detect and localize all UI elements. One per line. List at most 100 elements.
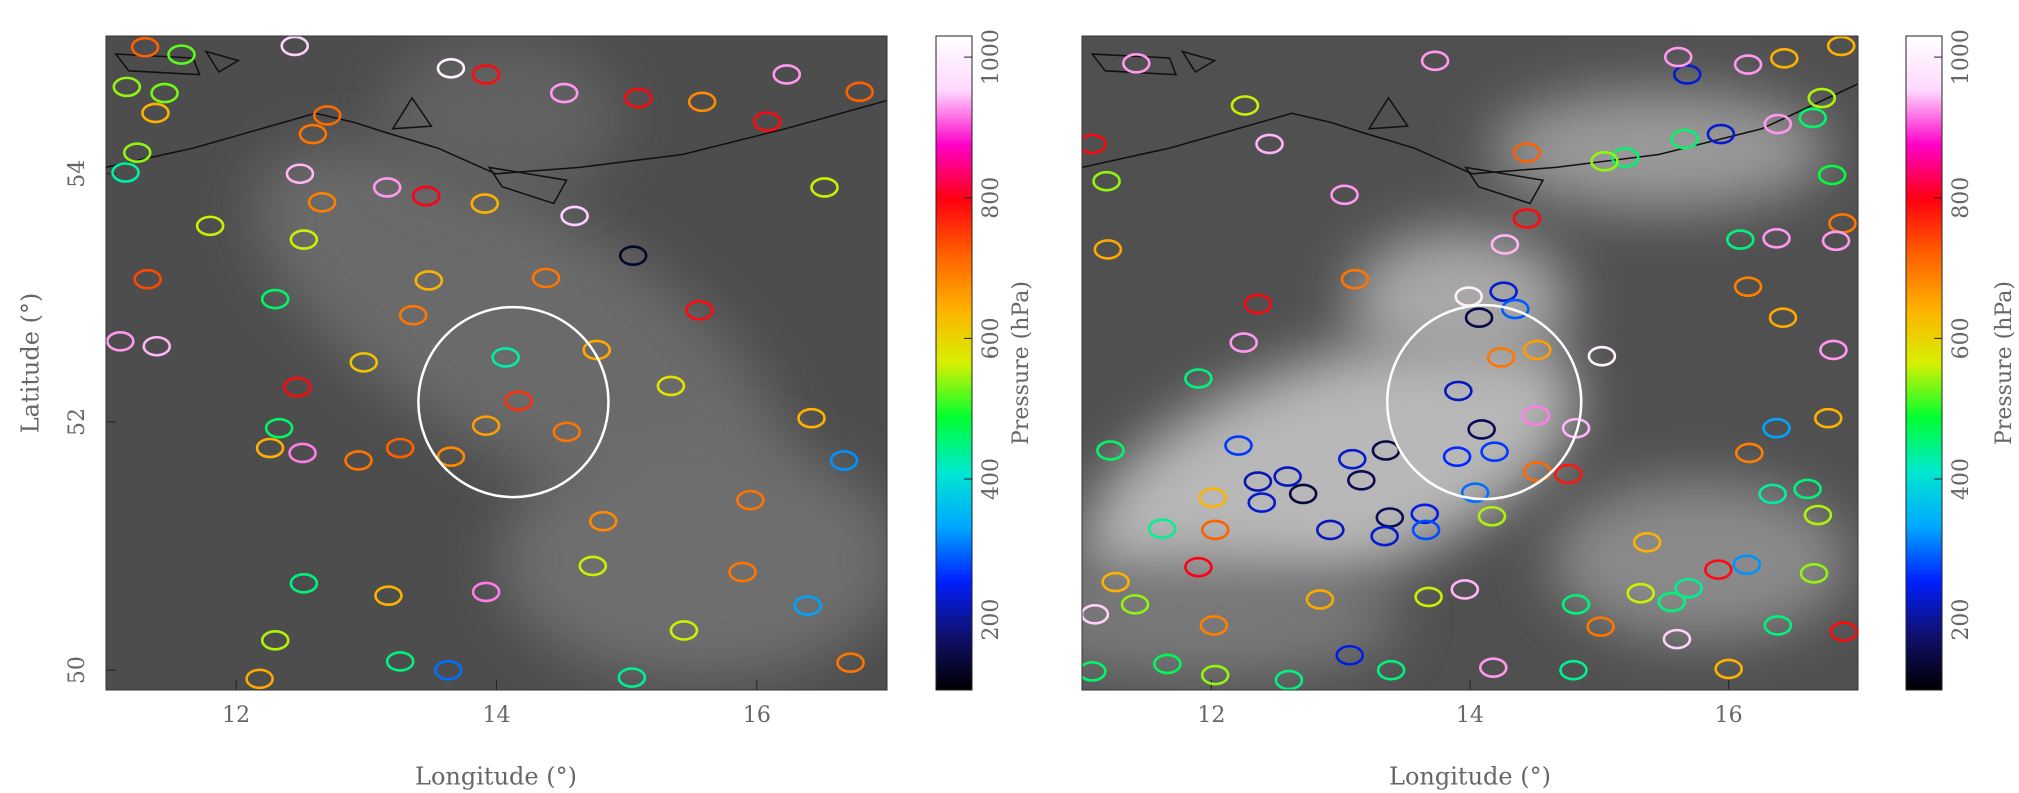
pressure-point bbox=[1758, 483, 1787, 505]
pressure-point bbox=[1490, 234, 1520, 255]
pressure-point bbox=[1224, 435, 1253, 456]
points bbox=[106, 36, 874, 690]
pressure-point bbox=[1735, 442, 1764, 464]
pressure-point bbox=[1274, 669, 1304, 690]
pressure-point bbox=[1803, 504, 1833, 526]
pressure-point bbox=[1093, 239, 1123, 260]
y-tick-label: 52 bbox=[65, 408, 90, 436]
pressure-point bbox=[1316, 519, 1345, 541]
pressure-point bbox=[1733, 276, 1763, 297]
pressure-point bbox=[669, 620, 699, 641]
pressure-point bbox=[471, 581, 501, 603]
cloud bbox=[1082, 333, 1578, 607]
pressure-point bbox=[1768, 307, 1798, 329]
pressure-point bbox=[1733, 54, 1763, 75]
pressure-point bbox=[1444, 380, 1473, 402]
x-axis-label: Longitude (°) bbox=[1389, 763, 1551, 791]
pressure-point bbox=[1414, 586, 1443, 608]
pressure-point bbox=[836, 652, 865, 673]
pressure-point bbox=[1807, 87, 1837, 109]
pressure-point bbox=[1663, 46, 1693, 68]
x-axis-label: Longitude (°) bbox=[415, 763, 577, 791]
pressure-point bbox=[283, 376, 312, 398]
left-background bbox=[106, 36, 887, 690]
pressure-point bbox=[1561, 594, 1591, 615]
pressure-point bbox=[111, 162, 140, 183]
pressure-point bbox=[1561, 417, 1591, 439]
pressure-point bbox=[1559, 659, 1588, 681]
pressure-point bbox=[1586, 616, 1615, 638]
pressure-point bbox=[130, 36, 160, 58]
pressure-point bbox=[1460, 482, 1490, 503]
pressure-point bbox=[1420, 50, 1450, 72]
pressure-point bbox=[260, 630, 290, 651]
points bbox=[1082, 36, 1858, 690]
pressure-point bbox=[1305, 589, 1335, 610]
x-tick-label: 12 bbox=[222, 703, 250, 728]
pressure-point bbox=[1273, 466, 1302, 487]
pressure-point bbox=[1229, 332, 1258, 353]
pressure-point bbox=[1674, 577, 1703, 599]
pressure-point bbox=[1092, 170, 1121, 192]
pressure-point bbox=[1120, 594, 1150, 615]
pressure-point bbox=[289, 572, 319, 594]
pressure-point bbox=[1763, 615, 1793, 636]
pressure-point bbox=[1411, 519, 1441, 541]
pressure-point bbox=[728, 561, 757, 583]
pressure-point bbox=[1478, 657, 1508, 678]
pressure-point bbox=[1442, 446, 1472, 467]
pressure-point bbox=[1200, 664, 1230, 686]
pressure-point bbox=[1821, 230, 1851, 252]
pressure-point bbox=[1590, 151, 1619, 172]
pressure-point bbox=[1726, 229, 1755, 250]
pressure-point bbox=[344, 450, 373, 471]
colorbar-tick-label: 1000 bbox=[979, 29, 1004, 85]
pressure-point bbox=[1247, 492, 1277, 513]
y-axis-label: Latitude (°) bbox=[17, 293, 45, 434]
pressure-point bbox=[285, 163, 315, 185]
pressure-point bbox=[1714, 658, 1743, 680]
y-tick-label: 54 bbox=[65, 160, 90, 188]
pressure-point bbox=[1610, 147, 1640, 168]
pressure-point bbox=[470, 193, 500, 214]
pressure-point bbox=[797, 407, 826, 429]
pressure-point bbox=[1230, 95, 1260, 116]
pressure-point bbox=[1101, 571, 1130, 593]
pressure-point bbox=[1410, 503, 1440, 525]
pressure-point bbox=[1826, 36, 1856, 57]
pressure-point bbox=[617, 667, 647, 688]
pressure-point bbox=[414, 270, 444, 291]
pressure-point bbox=[1512, 142, 1542, 163]
pressure-point bbox=[504, 390, 533, 412]
pressure-point bbox=[1122, 53, 1151, 74]
pressure-point bbox=[1082, 133, 1107, 155]
cloud bbox=[253, 147, 787, 513]
pressure-point bbox=[1626, 582, 1656, 604]
pressure-point bbox=[1799, 563, 1829, 584]
pressure-point bbox=[793, 595, 822, 616]
pressure-point bbox=[1340, 268, 1370, 290]
colorbar-tick-label: 200 bbox=[979, 599, 1004, 641]
pressure-point bbox=[471, 64, 501, 85]
pressure-point bbox=[195, 215, 225, 237]
pressure-point bbox=[312, 105, 342, 126]
colorbar-tick-label: 800 bbox=[979, 177, 1004, 219]
pressure-point bbox=[1370, 525, 1399, 547]
pressure-point bbox=[549, 82, 579, 104]
pressure-point bbox=[1477, 505, 1507, 527]
pressure-point bbox=[1670, 128, 1699, 150]
pressure-point bbox=[1657, 591, 1687, 613]
x-tick-label: 16 bbox=[1715, 703, 1743, 728]
pressure-point bbox=[1347, 469, 1376, 491]
pressure-point bbox=[1486, 347, 1516, 368]
pressure-point bbox=[1199, 615, 1229, 636]
pressure-point bbox=[624, 87, 653, 109]
pressure-point bbox=[845, 81, 874, 103]
pressure-point bbox=[1762, 227, 1791, 249]
pressure-point bbox=[1704, 559, 1733, 580]
cloud bbox=[1350, 230, 1570, 370]
pressure-point bbox=[264, 417, 294, 439]
pressure-point bbox=[349, 352, 379, 373]
pressure-point bbox=[471, 415, 501, 436]
pressure-point bbox=[289, 229, 319, 250]
